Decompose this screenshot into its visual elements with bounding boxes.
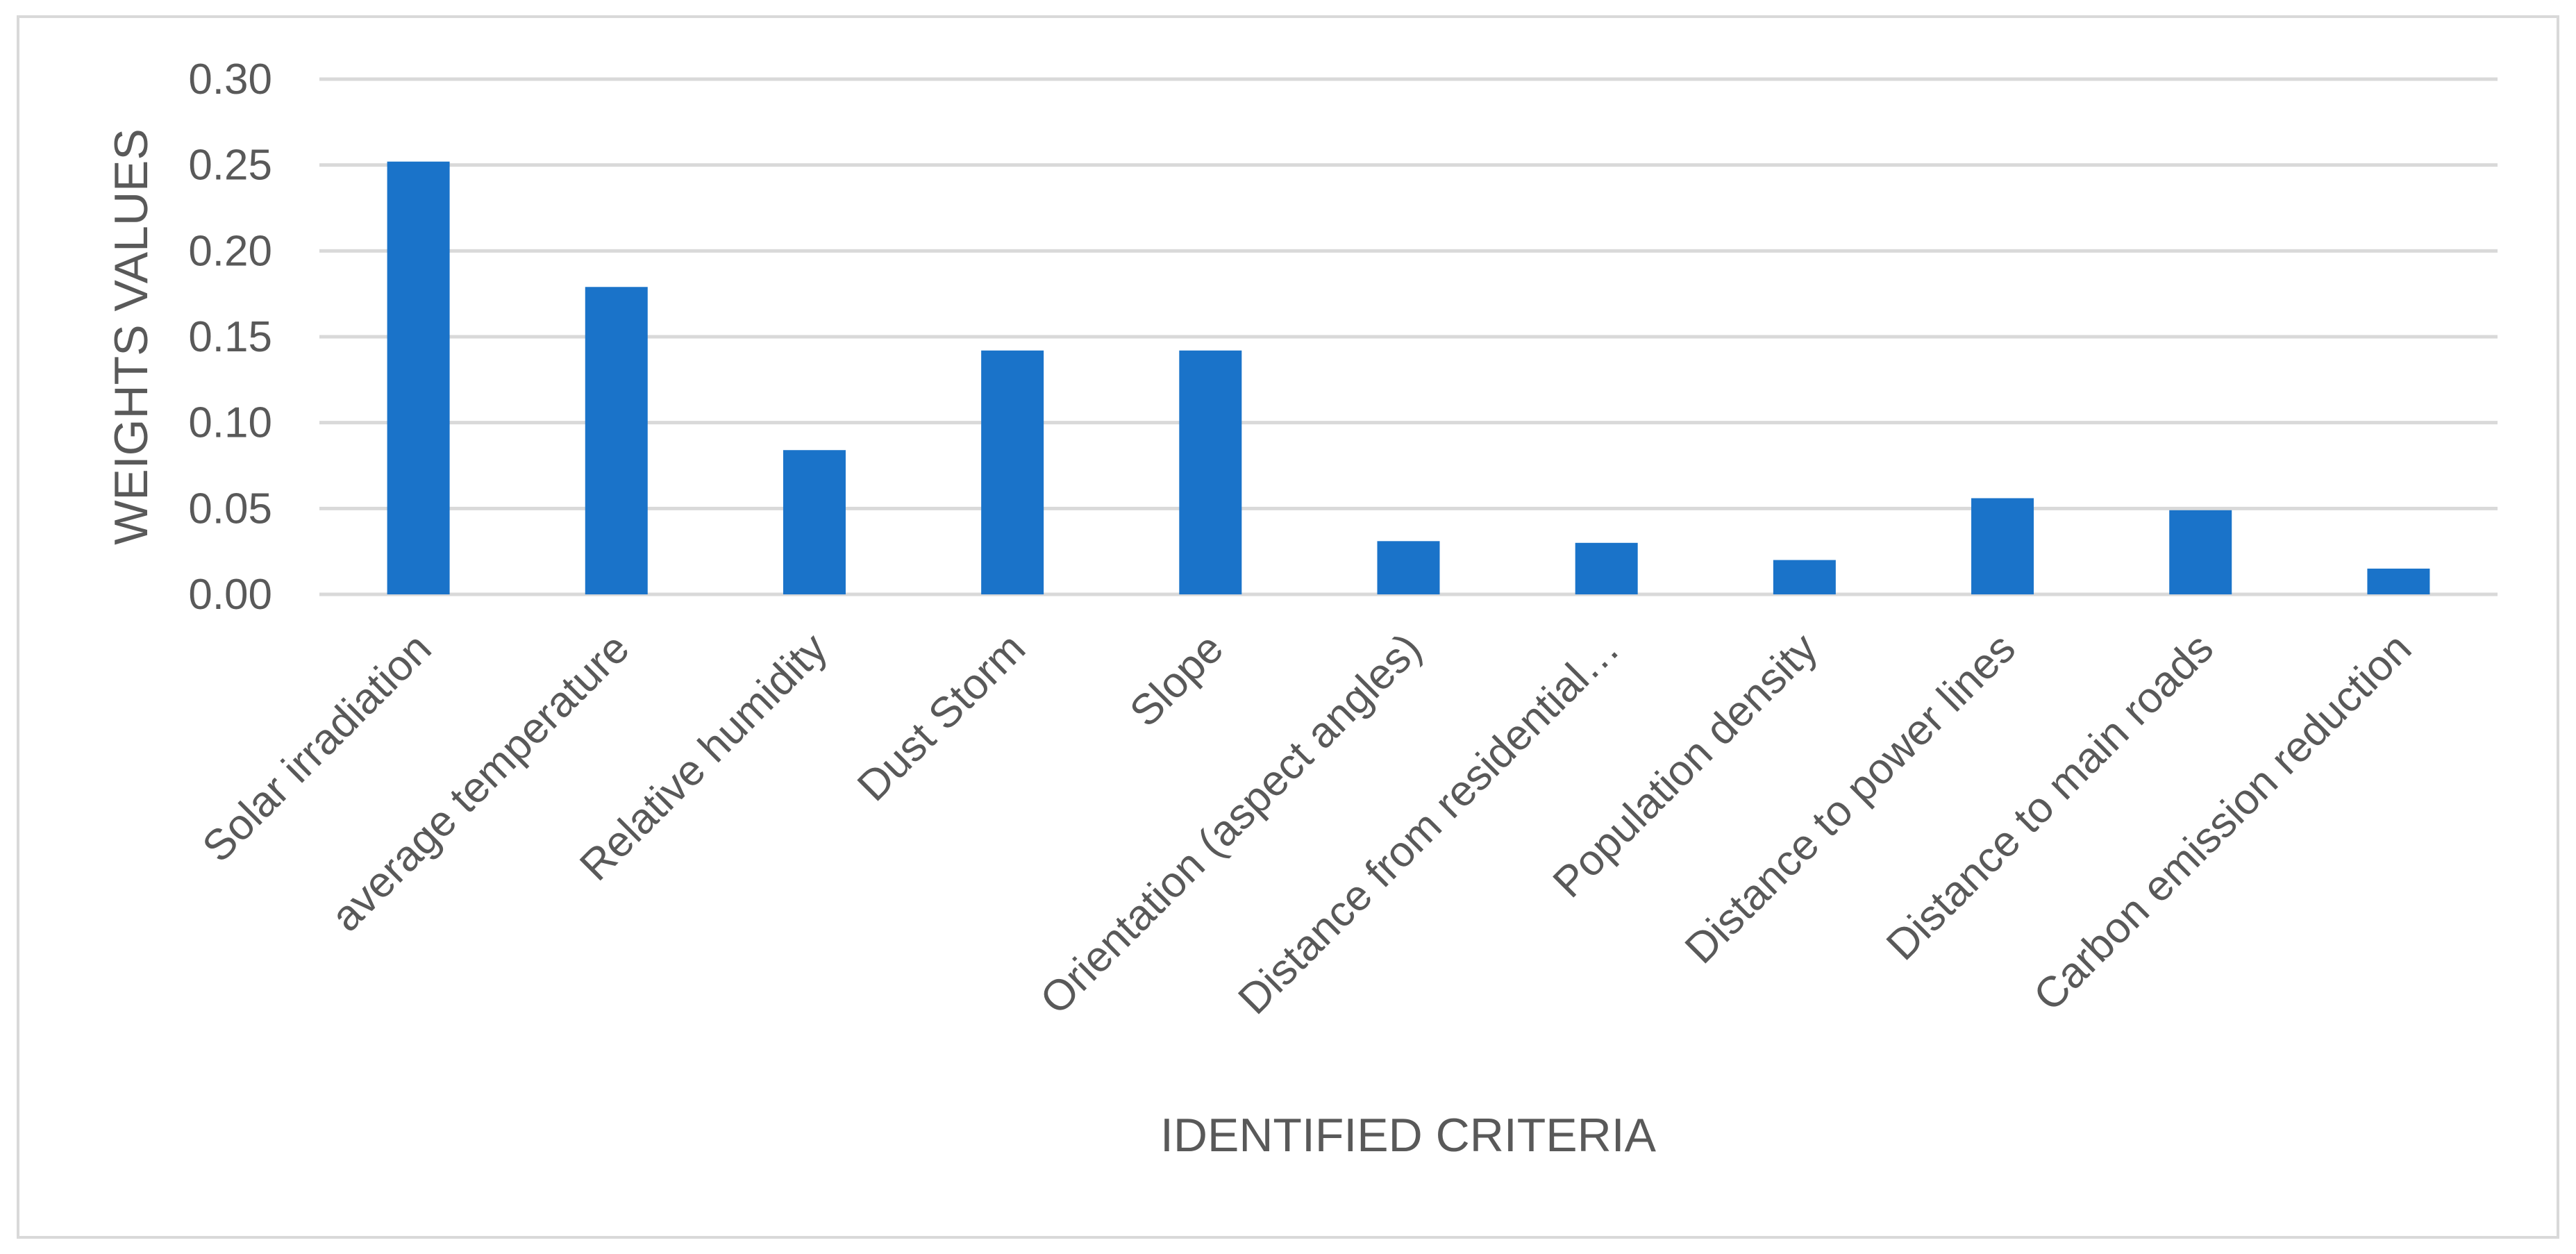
x-tick-label: Dust Storm [848, 624, 1035, 810]
bar [783, 450, 846, 594]
bar [2169, 510, 2232, 594]
bar [585, 287, 648, 594]
x-tick-label: Slope [1121, 624, 1232, 736]
y-axis-ticks: 0.00 0.05 0.10 0.15 0.20 0.25 0.30 [188, 56, 272, 619]
y-tick-label: 0.10 [188, 399, 272, 447]
bar [387, 161, 450, 595]
y-tick-label: 0.30 [188, 56, 272, 103]
y-tick-label: 0.00 [188, 571, 272, 619]
bar [1179, 350, 1242, 594]
x-tick-label: Distance to power lines [1676, 624, 2025, 973]
y-tick-label: 0.20 [188, 227, 272, 275]
bar [981, 350, 1044, 594]
x-tick-label: Carbon emission reduction [2025, 624, 2420, 1020]
x-tick-label: Distance to main roads [1877, 624, 2223, 969]
y-tick-label: 0.25 [188, 142, 272, 190]
bar [2367, 568, 2430, 594]
y-axis-title: WEIGHTS VALUES [105, 128, 158, 545]
x-tick-label: Distance from residential… [1230, 624, 1629, 1023]
y-tick-label: 0.05 [188, 485, 272, 533]
bar [1377, 541, 1440, 594]
x-axis-title: IDENTIFIED CRITERIA [1160, 1109, 1657, 1162]
gridlines [319, 77, 2498, 596]
y-tick-label: 0.15 [188, 313, 272, 361]
bars [387, 161, 2430, 595]
bar [1575, 542, 1638, 594]
x-tick-label: Orientation (aspect angles) [1031, 624, 1430, 1023]
bar [1773, 560, 1836, 594]
bar [1971, 498, 2034, 594]
